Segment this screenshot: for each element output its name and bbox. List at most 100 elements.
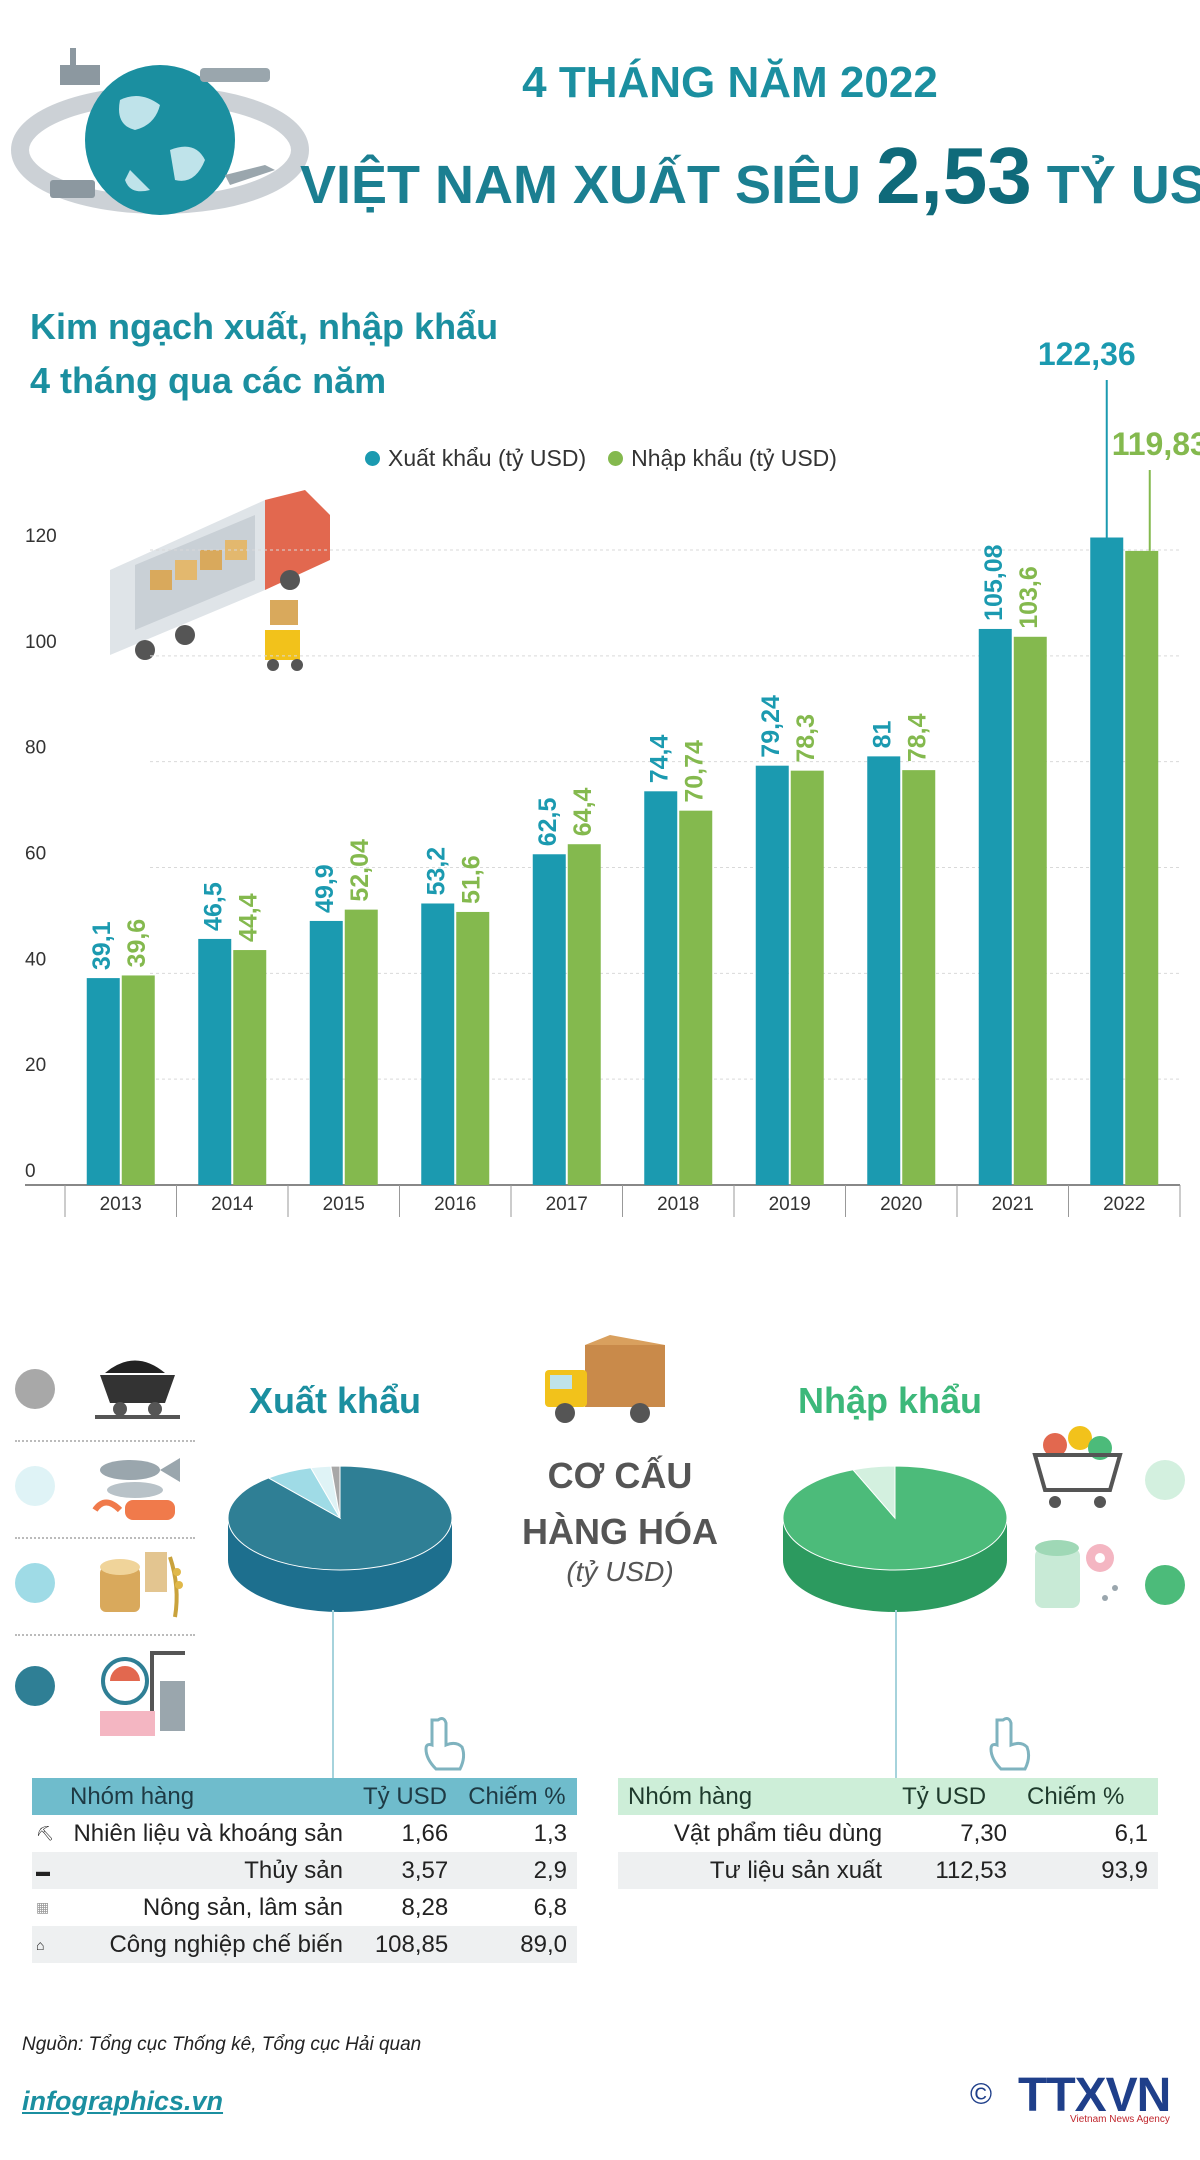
export-legend-dot-seafood — [15, 1466, 55, 1506]
row-pct: 93,9 — [1101, 1856, 1148, 1884]
data-label: 103,6 — [1015, 566, 1043, 629]
factory-icon — [100, 1651, 185, 1736]
table-row: ▦ Nông sản, lâm sản 8,28 6,8 — [32, 1889, 577, 1926]
bar-import — [790, 770, 824, 1185]
row-icon: ⛏ — [36, 1825, 54, 1841]
table-header-icon-cell — [32, 1778, 60, 1815]
brand-subtitle: Vietnam News Agency — [1070, 2114, 1170, 2125]
table-header-pct: Chiếm % — [468, 1782, 566, 1810]
fish-icon — [92, 1458, 180, 1520]
x-tick-label: 2016 — [434, 1194, 476, 1215]
bar-export — [198, 938, 232, 1185]
site-link[interactable]: infographics.vn — [22, 2086, 224, 2116]
bar-export — [867, 756, 901, 1185]
bar-import — [1125, 550, 1159, 1185]
chart-subtitle-line2: 4 tháng qua các năm — [30, 360, 387, 401]
source-note: Nguồn: Tổng cục Thống kê, Tổng cục Hải q… — [22, 2034, 422, 2055]
table-header-pct: Chiếm % — [1027, 1782, 1125, 1810]
export-legend-row — [15, 1539, 195, 1636]
row-value: 7,30 — [960, 1819, 1007, 1847]
bar-import — [679, 810, 713, 1185]
y-tick-label: 40 — [25, 949, 46, 970]
pointing-hand-icon — [989, 1717, 1031, 1771]
bar-export — [532, 854, 566, 1185]
copyright-icon: © — [970, 2078, 993, 2111]
export-connector-line — [332, 1610, 334, 1785]
import-table-header: Nhóm hàng Tỷ USD Chiếm % — [618, 1778, 1158, 1815]
legend-label-export: Xuất khẩu (tỷ USD) — [388, 445, 587, 471]
x-tick-label: 2015 — [323, 1194, 365, 1215]
pie-slice — [330, 1465, 341, 1519]
export-legend-row — [15, 1345, 195, 1442]
export-legend-row — [15, 1442, 195, 1539]
data-label: 62,5 — [534, 798, 562, 847]
table-header-group: Nhóm hàng — [628, 1782, 753, 1810]
import-legend-dot-production — [1145, 1565, 1185, 1605]
import-legend-dot-consumer — [1145, 1460, 1185, 1500]
row-icon: ▬ — [36, 1862, 50, 1879]
table-row: ▬ Thủy sản 3,57 2,9 — [32, 1852, 577, 1889]
data-label: 74,4 — [645, 735, 673, 784]
x-tick-label: 2020 — [880, 1194, 922, 1215]
bar-export — [421, 903, 455, 1185]
bar-import — [121, 975, 155, 1185]
table-header-value: Tỷ USD — [902, 1782, 987, 1810]
data-label: 53,2 — [422, 847, 450, 896]
shopping-cart-icon — [1032, 1426, 1123, 1508]
data-label: 52,04 — [346, 839, 374, 902]
paper-roll-icon — [1035, 1540, 1118, 1608]
row-name: Vật phẩm tiêu dùng — [673, 1819, 883, 1847]
data-label: 44,4 — [234, 893, 262, 942]
export-legend-dot-agri — [15, 1563, 55, 1603]
import-section-title: Nhập khẩu — [797, 1380, 983, 1421]
row-name: Công nghiệp chế biến — [109, 1930, 343, 1958]
bar-export — [978, 628, 1012, 1185]
chart-legend: Xuất khẩu (tỷ USD) Nhập khẩu (tỷ USD) — [365, 445, 837, 472]
y-tick-label: 0 — [25, 1161, 36, 1182]
bar-export — [1090, 537, 1124, 1185]
pie-slice — [852, 1465, 896, 1520]
data-label: 51,6 — [457, 855, 485, 904]
export-legend-dot-fuel — [15, 1369, 55, 1409]
y-tick-label: 60 — [25, 844, 46, 865]
bar-export — [755, 765, 789, 1185]
row-value: 8,28 — [401, 1893, 449, 1921]
structure-title-line1: CƠ CẤU — [547, 1455, 693, 1496]
chart-subtitle: Kim ngạch xuất, nhập khẩu 4 tháng qua cá… — [30, 300, 498, 408]
row-name: Nhiên liệu và khoáng sản — [73, 1819, 343, 1847]
row-pct: 6,1 — [1114, 1819, 1148, 1847]
data-label: 119,83 — [1112, 426, 1200, 462]
table-row: Tư liệu sản xuất 112,53 93,9 — [618, 1852, 1158, 1889]
brand-logo: TTXVN — [1018, 2069, 1171, 2122]
bar-import — [567, 844, 601, 1185]
bar-import — [344, 909, 378, 1185]
y-tick-label: 100 — [25, 632, 57, 653]
structure-title: CƠ CẤU HÀNG HÓA — [470, 1448, 770, 1560]
data-label: 105,08 — [980, 544, 1008, 621]
data-label: 122,36 — [1038, 340, 1136, 372]
x-tick-label: 2013 — [100, 1194, 142, 1215]
data-label: 78,3 — [792, 714, 820, 763]
table-row: Vật phẩm tiêu dùng 7,30 6,1 — [618, 1815, 1158, 1852]
import-connector-line — [895, 1610, 897, 1785]
bar-import — [1013, 636, 1047, 1185]
legend-dot-export — [365, 451, 380, 466]
bar-import — [233, 950, 267, 1185]
row-pct: 6,8 — [533, 1893, 567, 1921]
pointing-hand-icon — [424, 1717, 466, 1771]
row-value: 108,85 — [374, 1930, 449, 1958]
legend-item-export: Xuất khẩu (tỷ USD) — [365, 445, 586, 472]
bar-chart: 0 20 40 60 80 100 120 2013 39,1 39,6 2014 46,5 44,4 2… — [25, 340, 1200, 1217]
bar-export — [86, 978, 120, 1185]
truck-illustration — [110, 490, 330, 671]
export-pie-chart — [227, 1465, 453, 1612]
row-pct: 89,0 — [520, 1930, 567, 1958]
row-name: Thủy sản — [244, 1856, 343, 1884]
chart-subtitle-line1: Kim ngạch xuất, nhập khẩu — [30, 306, 499, 347]
table-row: ⛏ Nhiên liệu và khoáng sản 1,66 1,3 — [32, 1815, 577, 1852]
legend-item-import: Nhập khẩu (tỷ USD) — [608, 445, 837, 472]
title-prefix: VIỆT NAM XUẤT SIÊU — [300, 155, 862, 215]
data-label: 64,4 — [569, 787, 597, 836]
x-tick-label: 2022 — [1103, 1194, 1145, 1215]
title-suffix: TỶ USD — [1046, 155, 1200, 215]
